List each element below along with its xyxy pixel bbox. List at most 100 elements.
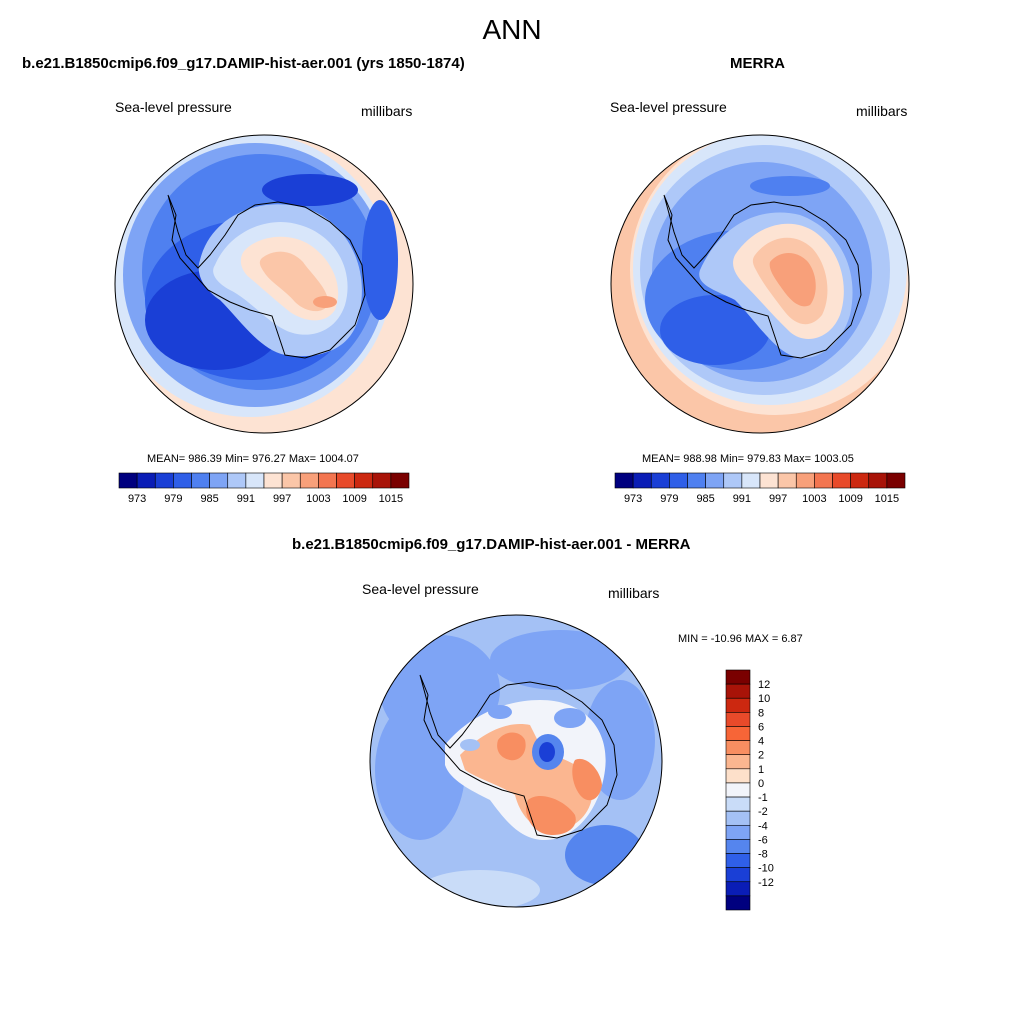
colorbar-tick-label: -10 [758,863,774,875]
map-panel-1-border [114,134,414,434]
colorbar-swatch [299,472,319,489]
colorbar-swatch [136,472,156,489]
colorbar-tick-label: -6 [758,834,768,846]
colorbar-tick-label: -2 [758,806,768,818]
panel-1-title: b.e21.B1850cmip6.f09_g17.DAMIP-hist-aer.… [22,55,465,72]
map-panel-3-border [369,614,663,908]
colorbar-swatch [687,472,706,489]
colorbar-swatch [705,472,725,489]
colorbar-swatch [650,472,670,489]
colorbar-swatch [886,472,906,489]
colorbar-swatch [725,754,751,770]
colorbar-swatch [725,853,751,868]
colorbar-swatch [669,472,688,489]
panel-3-units-label: millibars [608,585,660,601]
colorbar-swatch [263,472,283,489]
colorbar-swatch [725,697,751,713]
colorbar-swatch [725,810,751,826]
colorbar-swatch [725,683,751,699]
colorbar-tick-label: -12 [758,877,774,889]
colorbar-tick-label: 12 [758,679,770,691]
panel-1-stats: MEAN= 986.39 Min= 976.27 Max= 1004.07 [147,453,359,465]
colorbar-swatch [725,895,751,911]
figure-title: ANN [482,14,542,45]
colorbar-swatch [173,472,192,489]
colorbar-swatch [725,881,751,897]
colorbar-swatch [725,740,751,756]
colorbar-tick-label: 997 [769,493,787,505]
colorbar-tick-label: 6 [758,721,764,733]
colorbar-swatch [281,472,301,489]
panel-3-left-label: Sea-level pressure [362,581,479,597]
colorbar-swatch [725,782,751,798]
colorbar-tick-label: 1003 [306,493,330,505]
panel-2-left-label: Sea-level pressure [610,99,727,115]
colorbar-swatch [118,472,138,489]
colorbar-swatch [354,472,374,489]
colorbar-tick-label: 985 [696,493,714,505]
colorbar-swatch [777,472,797,489]
colorbar-swatch [614,472,634,489]
colorbar-tick-label: 1009 [342,493,366,505]
map-panel-1 [115,135,413,433]
colorbar-swatch [850,472,870,489]
colorbar-swatch [832,472,851,489]
colorbar-tick-label: 991 [237,493,255,505]
colorbar-swatch [795,472,815,489]
colorbar-tick-label: 4 [758,736,764,748]
colorbar-swatch [723,472,743,489]
map-panel-2 [611,135,909,433]
colorbar-swatch [741,472,761,489]
colorbar-tick-label: -4 [758,820,768,832]
colorbar-tick-label: 0 [758,778,764,790]
colorbar-swatch [632,472,652,489]
colorbar-panel-2: 973 979 985 991 997 1003 1009 1015 [614,472,906,505]
colorbar-swatch [868,472,888,489]
colorbar-tick-label: 991 [733,493,751,505]
colorbar-swatch [318,472,337,489]
colorbar-tick-label: 10 [758,693,770,705]
colorbar-tick-label: 997 [273,493,291,505]
colorbar-swatch [725,796,751,812]
colorbar-tick-label: 1015 [379,493,403,505]
colorbar-tick-label: 985 [200,493,218,505]
colorbar-tick-label: 1 [758,764,764,776]
colorbar-tick-label: 973 [128,493,146,505]
panel-2-title: MERRA [730,55,785,72]
colorbar-tick-label: 1003 [802,493,826,505]
panel-1-units-label: millibars [361,103,413,119]
colorbar-swatch [759,472,779,489]
colorbar-swatch [209,472,229,489]
colorbar-swatch [390,472,410,489]
map-panel-3 [370,615,662,907]
colorbar-tick-label: -8 [758,849,768,861]
colorbar-swatch [725,867,751,883]
colorbar-swatch [154,472,174,489]
colorbar-swatch [725,669,751,685]
colorbar-panel-1: 973 979 985 991 997 1003 1009 1015 [118,472,410,505]
map-panel-2-border [610,134,910,434]
colorbar-tick-label: 979 [660,493,678,505]
colorbar-tick-label: 2 [758,750,764,762]
colorbar-tick-label: 8 [758,707,764,719]
colorbar-tick-label: 1015 [875,493,899,505]
colorbar-swatch [725,712,751,727]
colorbar-tick-label: 979 [164,493,182,505]
panel-2-stats: MEAN= 988.98 Min= 979.83 Max= 1003.05 [642,453,854,465]
colorbar-tick-label: 1009 [838,493,862,505]
panel-3-stats: MIN = -10.96 MAX = 6.87 [678,633,803,645]
colorbar-swatch [227,472,247,489]
panel-1-left-label: Sea-level pressure [115,99,232,115]
colorbar-swatch [725,726,751,741]
colorbar-swatch [372,472,392,489]
panel-2-units-label: millibars [856,103,908,119]
colorbar-tick-label: 973 [624,493,642,505]
colorbar-swatch [814,472,833,489]
colorbar-swatch [725,768,751,784]
colorbar-swatch [245,472,265,489]
colorbar-swatch [336,472,355,489]
colorbar-swatch [191,472,210,489]
colorbar-swatch [725,839,751,854]
